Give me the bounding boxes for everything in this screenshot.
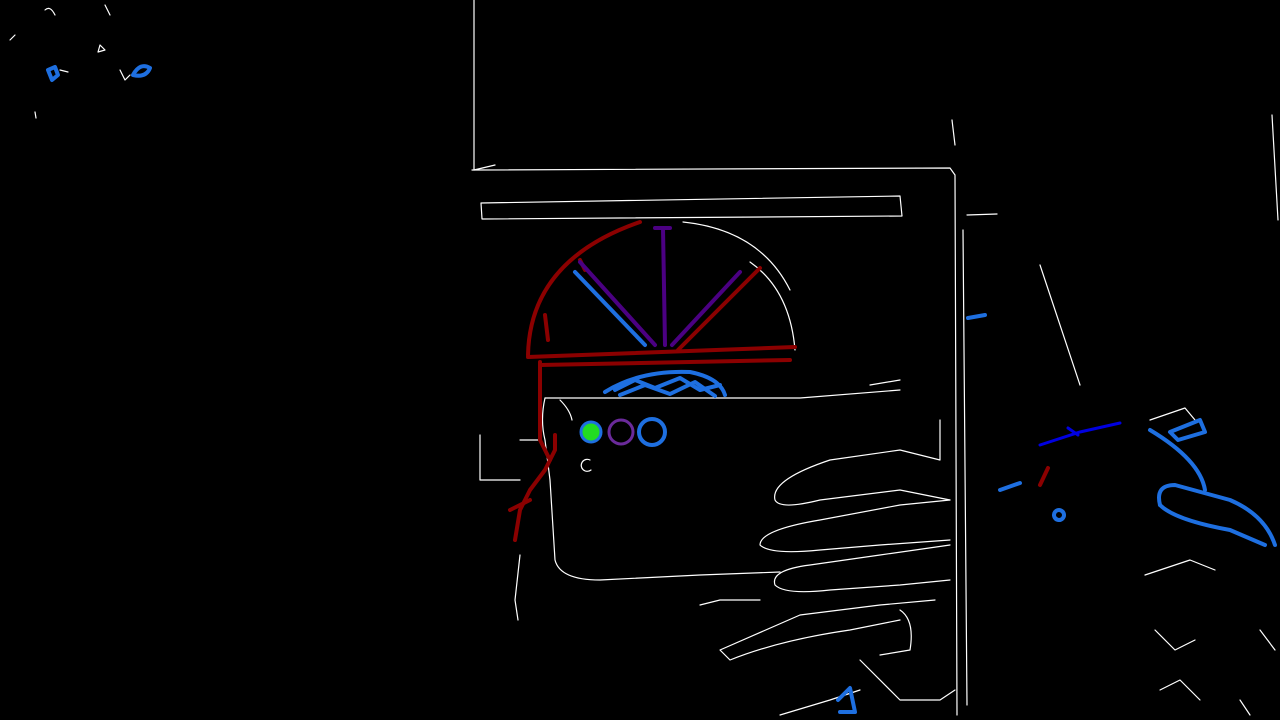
arch-inner-mark — [543, 313, 550, 342]
spoke-left — [578, 260, 657, 347]
blue-spoke-highlight — [573, 270, 647, 347]
deep-blue-mark — [1066, 426, 1080, 437]
edge-bottom-right — [1159, 679, 1201, 701]
blue-ring-small — [1052, 508, 1066, 522]
finger-3 — [773, 544, 951, 593]
edge-corner-br-2 — [1239, 699, 1251, 716]
spoke-right — [670, 270, 742, 347]
phone-left-red-edge — [538, 360, 552, 462]
hand-palm-edge — [699, 599, 761, 606]
phone-corner — [559, 399, 573, 421]
hand-bottom — [859, 659, 956, 701]
arch-outer-white — [682, 221, 791, 291]
blue-object-stripes — [1168, 418, 1207, 442]
arch-right-spoke — [676, 266, 762, 352]
blue-ring — [637, 417, 667, 447]
edge-right-vertical — [962, 229, 968, 706]
blue-mark-right-2 — [998, 481, 1022, 492]
deep-blue-group — [1038, 421, 1122, 447]
blue-mark-right — [966, 313, 987, 320]
arch-base-line — [526, 345, 797, 359]
speck-4 — [9, 34, 16, 41]
edge-diagonal — [1039, 264, 1081, 386]
phone-top-edge — [544, 389, 901, 399]
blue-accent-group — [46, 64, 1277, 714]
spoke-vertical — [661, 226, 667, 347]
purple-ring — [607, 418, 635, 446]
edge-corner-br — [1259, 629, 1276, 651]
cabinet-outline — [471, 167, 958, 716]
blue-speck-left — [46, 65, 60, 82]
arch-inner-white — [749, 261, 796, 351]
green-dot — [579, 420, 603, 444]
object-top-right — [1149, 407, 1196, 421]
speck-3 — [104, 4, 111, 16]
red-left-branch — [508, 498, 532, 512]
edge-left-vertical — [514, 554, 521, 621]
edge-bottom-right-2 — [1154, 629, 1196, 651]
edge-small-mark — [951, 119, 956, 146]
finger-1 — [774, 419, 951, 506]
blue-speck-left-2 — [131, 64, 152, 78]
phone-left-edge — [541, 397, 781, 581]
blue-cluster-texture-2 — [618, 380, 717, 398]
speck-2 — [97, 44, 106, 53]
purple-spokes-group — [578, 226, 742, 347]
speck-5 — [119, 69, 131, 81]
arch-left-curve — [526, 220, 642, 357]
hand-lower — [719, 599, 936, 661]
white-edge-lines — [9, 0, 1279, 716]
wall-edge-left — [473, 0, 496, 171]
blue-finger-lower — [1158, 503, 1267, 547]
edge-right-top — [966, 213, 998, 216]
speck-1 — [44, 7, 56, 16]
edge-right-curve — [1144, 559, 1216, 576]
phone-side-left — [479, 434, 521, 481]
blue-object-curve — [1148, 428, 1207, 492]
arch-lower-line — [538, 358, 792, 367]
blue-finger — [1157, 483, 1277, 547]
camera-lens-markers — [579, 417, 667, 447]
red-right-mark — [1038, 466, 1050, 487]
finger-2 — [759, 499, 951, 553]
thumb-edge — [879, 609, 912, 656]
red-left-stroke — [513, 433, 557, 542]
flash-outline — [580, 458, 592, 472]
shelf-outline — [480, 195, 903, 220]
edge-small-right — [869, 379, 901, 386]
blue-mark-bottom — [836, 686, 857, 714]
speck-7 — [59, 69, 69, 73]
deep-blue-line — [1038, 421, 1122, 447]
edge-right-border — [1271, 114, 1279, 221]
speck-6 — [34, 111, 37, 119]
red-arch-group — [508, 220, 1050, 542]
